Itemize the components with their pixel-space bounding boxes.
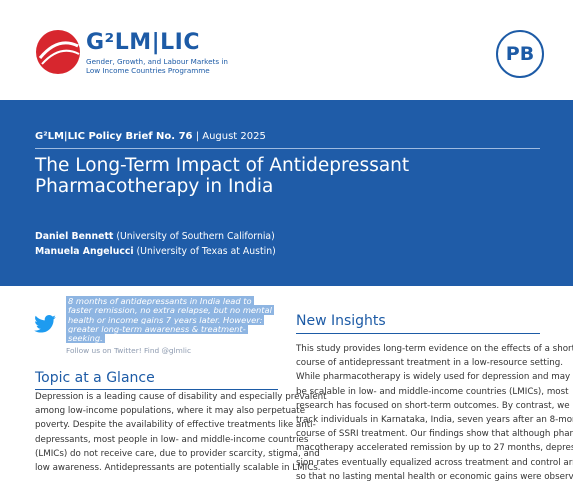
paragraph: Depression is a leading cause of disabil… (35, 390, 327, 475)
paragraph-line: research has focused on short-term outco… (296, 400, 570, 411)
heading: Topic at a Glance (35, 370, 155, 386)
author: Manuela Angelucci (University of Texas a… (35, 244, 276, 259)
author-affiliation: (University of Texas at Austin) (136, 246, 276, 257)
author-name: Manuela Angelucci (35, 246, 134, 257)
author-affiliation: (University of Southern California) (116, 231, 275, 242)
tweet-line: faster remission, no extra relapse, but … (66, 305, 274, 316)
paragraph: This study provides long-term evidence o… (296, 342, 573, 484)
tweet-line-wrap: health or income gains 7 years later. Ho… (66, 314, 274, 325)
rule (35, 148, 540, 149)
paragraph-line: Depression is a leading cause of disabil… (35, 392, 327, 402)
paragraph-line: (LMICs) do not receive care, due to prov… (35, 448, 320, 459)
paragraph-line: poverty. Despite the availability of eff… (35, 420, 316, 431)
tweet-line: health or income gains 7 years later. Ho… (66, 314, 265, 325)
paragraph-line: depressants, most people in low- and mid… (35, 434, 309, 445)
logo-subtitle: Gender, Growth, and Labour Markets in Lo… (86, 57, 228, 75)
title-line: The Long-Term Impact of Antidepressant (35, 155, 410, 176)
paragraph-line: be scalable in low- and middle-income co… (296, 386, 569, 397)
paragraph-line: macotherapy accelerated remission by up … (296, 443, 573, 454)
paragraph-line: course of antidepressant treatment in a … (296, 358, 564, 369)
page: G²LM|LIC Gender, Growth, and Labour Mark… (0, 30, 573, 482)
paragraph-line: so that no lasting mental health or econ… (296, 471, 573, 482)
tweet-line: 8 months of antidepressants in India lea… (66, 296, 254, 306)
paragraph-line: low awareness. Antidepressants are poten… (35, 463, 321, 474)
logo-subtitle-line: Gender, Growth, and Labour Markets in (86, 57, 228, 66)
series: G²LM|LIC Policy Brief No. 76 (35, 131, 193, 142)
author-name: Daniel Bennett (35, 231, 114, 242)
twitter-icon (34, 315, 56, 333)
title: The Long-Term Impact of Antidepressant P… (35, 155, 409, 197)
tweet-line-wrap: 8 months of antidepressants in India lea… (66, 296, 274, 306)
heading-rule (35, 389, 278, 390)
tweet: 8 months of antidepressants in India lea… (66, 296, 274, 344)
paragraph-line: among low-income populations, where it m… (35, 406, 306, 417)
follow: Follow us on Twitter! Find @glmlic (66, 346, 192, 355)
paragraph-line: sion rates eventually equalized across t… (296, 457, 573, 468)
tweet-line-wrap: seeking. (66, 333, 274, 344)
authors: Daniel Bennett (University of Southern C… (35, 229, 276, 259)
heading: New Insights (296, 313, 386, 329)
series-line: G²LM|LIC Policy Brief No. 76 | August 20… (35, 131, 266, 142)
date: | August 2025 (195, 131, 266, 142)
tweet-line: greater long-term awareness & treatment- (66, 323, 248, 334)
paragraph-line: This study provides long-term evidence o… (296, 344, 573, 354)
badge: PB (496, 30, 544, 78)
heading-rule (296, 333, 540, 334)
title-line: Pharmacotherapy in India (35, 176, 274, 197)
tweet-line-wrap: faster remission, no extra relapse, but … (66, 305, 274, 316)
banner (0, 100, 573, 286)
logo-subtitle-line: Low Income Countries Programme (86, 66, 210, 75)
paragraph-line: course of SSRI treatment. Our findings s… (296, 429, 573, 440)
paragraph-line: While pharmacotherapy is widely used for… (296, 372, 571, 383)
paragraph-line: track individuals in Karnataka, India, s… (296, 415, 573, 426)
tweet-line-wrap: greater long-term awareness & treatment- (66, 323, 274, 334)
logo-mark (36, 30, 80, 74)
logo-text: G²LM|LIC (86, 30, 200, 55)
tweet-line: seeking. (66, 333, 105, 344)
author: Daniel Bennett (University of Southern C… (35, 229, 276, 244)
